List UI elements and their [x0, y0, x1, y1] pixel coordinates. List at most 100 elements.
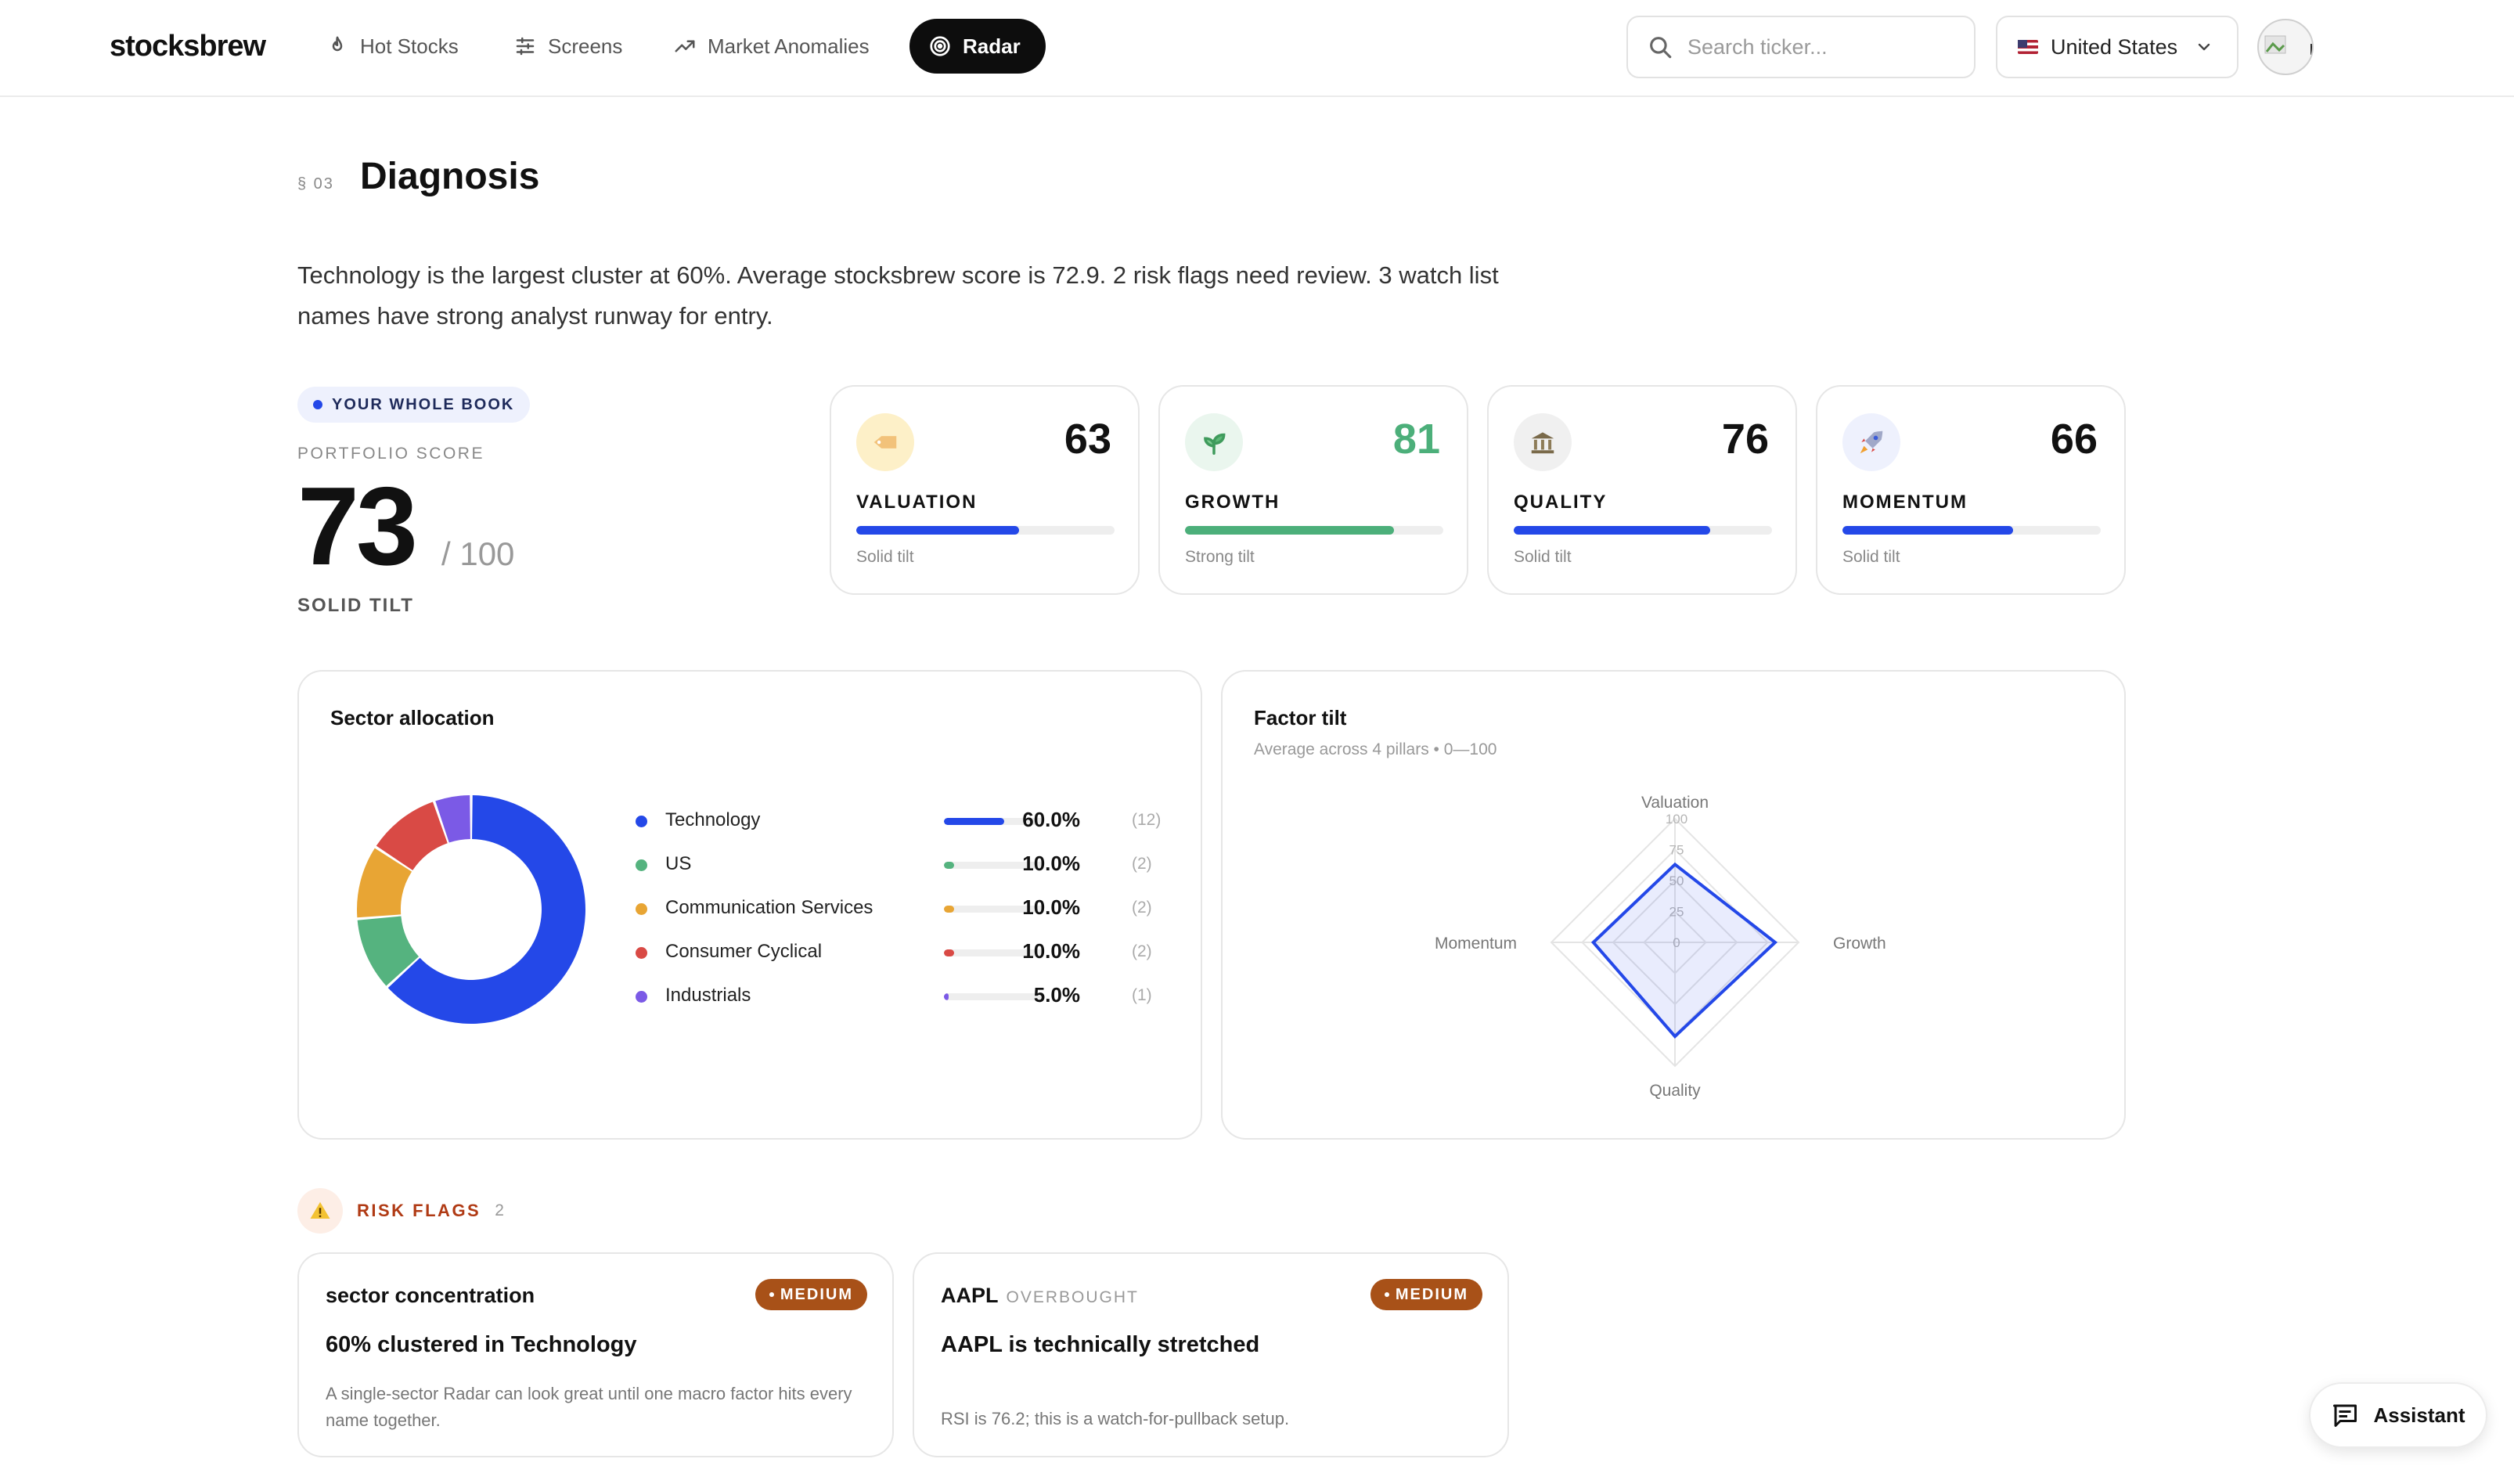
risk-flags-count: 2	[495, 1201, 504, 1219]
pillar-name: QUALITY	[1514, 492, 1608, 513]
pillar-note: Solid tilt	[1514, 548, 1572, 566]
us-flag-icon	[2018, 40, 2038, 54]
radar-tick-label: 100	[1666, 812, 1687, 827]
legend-dot	[636, 947, 647, 959]
legend-percent: 10.0%	[1022, 895, 1080, 919]
factor-panel-title: Factor tilt	[1254, 706, 1347, 729]
legend-percent: 10.0%	[1022, 939, 1080, 963]
portfolio-score-value: 73	[297, 464, 418, 589]
legend-bar-fill	[944, 993, 949, 1000]
pillar-score: 66	[2050, 416, 2098, 463]
nav-market-anomalies-label: Market Anomalies	[708, 34, 870, 58]
legend-label: Industrials	[665, 985, 751, 1006]
legend-bar	[944, 862, 1044, 869]
chevron-down-icon	[2198, 43, 2210, 51]
pillar-note: Solid tilt	[856, 548, 914, 566]
legend-label: Consumer Cyclical	[665, 941, 823, 962]
legend-row-technology[interactable]: Technology 60.0% (12)	[299, 805, 1162, 836]
pill-label: YOUR WHOLE BOOK	[332, 395, 515, 413]
nav-screens-label: Screens	[548, 34, 623, 58]
radar-data-area	[1590, 862, 1778, 1039]
pillar-card-momentum[interactable]: 66 MOMENTUM Solid tilt	[1816, 385, 2126, 595]
legend-dot	[636, 991, 647, 1003]
nav-radar[interactable]: Radar	[909, 19, 1046, 74]
legend-label: Technology	[665, 809, 761, 830]
severity-badge: MEDIUM	[755, 1279, 867, 1310]
search-input[interactable]	[1687, 34, 1946, 59]
risk-card-title: sector concentration	[326, 1284, 535, 1308]
nav-radar-label: Radar	[963, 34, 1021, 58]
risk-flags-label: RISK FLAGS	[357, 1201, 481, 1220]
risk-card-body: RSI is 76.2; this is a watch-for-pullbac…	[941, 1409, 1290, 1428]
pillar-name: VALUATION	[856, 492, 978, 513]
assistant-button[interactable]: Assistant	[2309, 1382, 2487, 1448]
legend-percent: 5.0%	[1033, 983, 1080, 1007]
severity-badge-label: MEDIUM	[780, 1285, 853, 1303]
pillar-progress-bar	[856, 526, 1115, 535]
nav-market-anomalies[interactable]: Market Anomalies	[654, 19, 888, 74]
portfolio-score-max: / 100	[441, 535, 515, 572]
pillar-card-growth[interactable]: 81 GROWTH Strong tilt	[1158, 385, 1468, 595]
country-selector[interactable]: United States	[1996, 16, 2238, 78]
legend-bar-fill	[944, 949, 954, 956]
rocket-icon	[1842, 413, 1900, 471]
radar-tick-label: 0	[1673, 935, 1680, 950]
search-icon	[1650, 37, 1672, 59]
legend-dot	[636, 903, 647, 915]
diagnosis-summary: Technology is the largest cluster at 60%…	[297, 261, 1499, 330]
trending-up-icon	[675, 40, 695, 52]
pillar-card-quality[interactable]: 76 QUALITY Solid tilt	[1487, 385, 1797, 595]
search-box[interactable]	[1626, 16, 1976, 78]
donut-slice-industrials[interactable]	[435, 795, 470, 843]
pillar-score: 76	[1721, 416, 1769, 463]
pillar-card-valuation[interactable]: 63 VALUATION Solid tilt	[830, 385, 1140, 595]
donut-slice-us[interactable]	[357, 916, 420, 986]
country-label: United States	[2051, 34, 2178, 59]
donut-slice-consumer-cyclical[interactable]	[376, 801, 448, 870]
pillar-name: GROWTH	[1185, 492, 1280, 513]
legend-row-industrials[interactable]: Industrials 5.0% (1)	[299, 980, 1160, 1011]
pillar-score: 63	[1064, 416, 1111, 463]
risk-card-aapl-overbought[interactable]: AAPL OVERBOUGHT MEDIUM AAPL is technicall…	[913, 1252, 1509, 1457]
legend-row-communication-services[interactable]: Communication Services 10.0% (2)	[299, 892, 1160, 924]
risk-card-ticker: AAPL	[941, 1284, 999, 1307]
risk-card-title: AAPL OVERBOUGHT	[941, 1284, 1139, 1308]
radar-tick-label: 25	[1669, 905, 1684, 920]
nav-hot-stocks[interactable]: Hot Stocks	[307, 19, 477, 74]
risk-card-sector-concentration[interactable]: sector concentration MEDIUM 60% clustere…	[297, 1252, 894, 1457]
nav-hot-stocks-label: Hot Stocks	[360, 34, 459, 58]
nav-screens[interactable]: Screens	[495, 19, 641, 74]
flame-icon	[332, 36, 343, 52]
risk-card-title-text: sector concentration	[326, 1284, 535, 1307]
factor-panel-subtitle: Average across 4 pillars • 0—100	[1254, 740, 1497, 758]
user-avatar[interactable]	[2257, 19, 2314, 75]
risk-flags-header: RISK FLAGS 2	[297, 1188, 504, 1234]
legend-row-us[interactable]: US 10.0% (2)	[299, 848, 1160, 880]
warning-icon	[297, 1188, 343, 1234]
legend-row-consumer-cyclical[interactable]: Consumer Cyclical 10.0% (2)	[299, 936, 1160, 967]
risk-card-headline: AAPL is technically stretched	[941, 1332, 1260, 1357]
legend-label: Communication Services	[665, 897, 873, 918]
page-title: Diagnosis	[360, 156, 540, 197]
sector-allocation-panel: Sector allocation Technology 60.0% (12) US 1…	[297, 670, 1202, 1140]
radar-axis-label-momentum: Momentum	[1435, 935, 1517, 953]
risk-card-headline: 60% clustered in Technology	[326, 1332, 637, 1357]
donut-slice-technology[interactable]	[387, 795, 585, 1024]
severity-badge: MEDIUM	[1370, 1279, 1482, 1310]
pillar-name: MOMENTUM	[1842, 492, 1968, 513]
factor-tilt-panel: Factor tilt Average across 4 pillars • 0…	[1221, 670, 2126, 1140]
radar-tick-label: 75	[1669, 843, 1684, 858]
donut-slice-communication-services[interactable]	[357, 848, 412, 918]
sliders-icon	[516, 37, 535, 56]
legend-dot	[636, 816, 647, 827]
radar-axis-label-valuation: Valuation	[1641, 794, 1709, 812]
legend-count: (12)	[1132, 811, 1162, 829]
brand-logo[interactable]: stocksbrew	[110, 30, 266, 63]
legend-percent: 60.0%	[1022, 808, 1080, 831]
radar-tick-label: 50	[1669, 873, 1684, 888]
price-tag-icon	[856, 413, 914, 471]
legend-count: (2)	[1132, 899, 1152, 917]
pillar-note: Solid tilt	[1842, 548, 1900, 566]
legend-bar	[944, 949, 1044, 956]
seedling-icon	[1185, 413, 1243, 471]
